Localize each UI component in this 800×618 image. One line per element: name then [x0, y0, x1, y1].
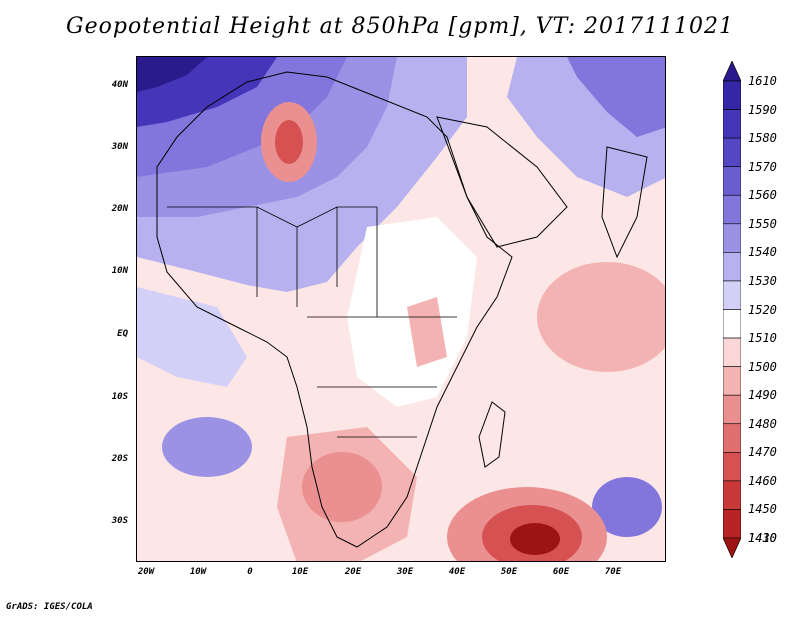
lon-label: 20W	[137, 567, 155, 577]
indian-ocean-low-core	[510, 523, 560, 555]
colorbar-label: 1550	[748, 216, 777, 231]
colorbar-segment	[723, 166, 741, 196]
colorbar-segment	[723, 394, 741, 425]
south-atlantic-high	[162, 417, 252, 477]
lat-label: 20N	[111, 204, 128, 214]
arabian-sea-low	[537, 262, 665, 372]
colorbar-label: 1430	[748, 531, 777, 545]
lat-label: 30N	[111, 142, 128, 152]
madagascar-coastline	[478, 401, 506, 468]
colorbar-segment	[723, 252, 741, 282]
colorbar-label: 1590	[748, 102, 777, 117]
lat-label: 10S	[111, 392, 128, 402]
lon-label: 0	[247, 567, 253, 577]
lat-label: 40N	[111, 80, 128, 90]
lon-label: 50E	[500, 567, 518, 577]
map-plot-area[interactable]	[136, 56, 666, 562]
colorbar-segment	[723, 309, 741, 339]
atlantic-band	[137, 287, 247, 387]
sahara-low-inner	[275, 120, 303, 164]
colorbar-label: 1560	[748, 188, 777, 203]
colorbar-segment	[723, 280, 741, 310]
lat-label: 20S	[111, 454, 128, 464]
india-coastline	[601, 146, 648, 259]
colorbar-top-arrow	[723, 61, 741, 82]
colorbar-segment	[723, 423, 741, 453]
colorbar-segment	[723, 452, 741, 482]
colorbar-segment	[723, 109, 741, 139]
colorbar-segment	[723, 480, 741, 510]
lon-label: 40E	[448, 567, 466, 577]
colorbar-label: 1610	[748, 74, 777, 88]
country-borders	[167, 206, 457, 438]
southern-africa-low-inner	[302, 452, 382, 522]
colorbar-label: 1520	[748, 302, 777, 317]
colorbar-label: 1500	[748, 359, 777, 374]
colorbar-segment	[723, 194, 741, 225]
colorbar-segment	[723, 366, 741, 396]
high-region-peak	[137, 57, 207, 92]
colorbar-label: 1460	[748, 473, 777, 488]
colorbar-segment	[723, 223, 741, 253]
colorbar	[723, 61, 741, 558]
lon-label: 70E	[604, 567, 622, 577]
colorbar-label: 1410	[748, 531, 777, 545]
colorbar-segment	[723, 509, 741, 539]
ne-high-inner	[567, 57, 665, 137]
colorbar-label: 1570	[748, 159, 777, 174]
colorbar-label: 1470	[748, 445, 777, 460]
colorbar-label: 1580	[748, 131, 777, 146]
africa-coastline	[156, 71, 513, 548]
colorbar-segment	[723, 80, 741, 110]
colorbar-label: 1490	[748, 388, 777, 403]
colorbar-label: 1480	[748, 416, 777, 431]
rift-low	[407, 297, 447, 367]
geopotential-height-map	[137, 57, 665, 561]
colorbar-segment	[723, 337, 741, 367]
lat-label: 10N	[111, 266, 128, 276]
lat-label: 30S	[111, 516, 128, 526]
colorbar-bottom-arrow	[723, 537, 741, 558]
colorbar-label: 1530	[748, 273, 777, 288]
lat-label: EQ	[117, 329, 128, 339]
lon-label: 30E	[396, 567, 414, 577]
colorbar-label: 1450	[748, 502, 777, 517]
colorbar-label: 1540	[748, 245, 777, 260]
map-title: Geopotential Height at 850hPa [gpm], VT:…	[66, 14, 734, 39]
lon-label: 20E	[344, 567, 362, 577]
colorbar-segment	[723, 137, 741, 167]
grads-credit: GrADS: IGES/COLA	[6, 602, 93, 612]
indian-ocean-high	[592, 477, 662, 537]
lon-label: 10W	[189, 567, 207, 577]
colorbar-label: 1510	[748, 331, 777, 346]
lon-label: 10E	[291, 567, 309, 577]
lon-label: 60E	[552, 567, 570, 577]
arabia-coastline	[436, 116, 568, 248]
